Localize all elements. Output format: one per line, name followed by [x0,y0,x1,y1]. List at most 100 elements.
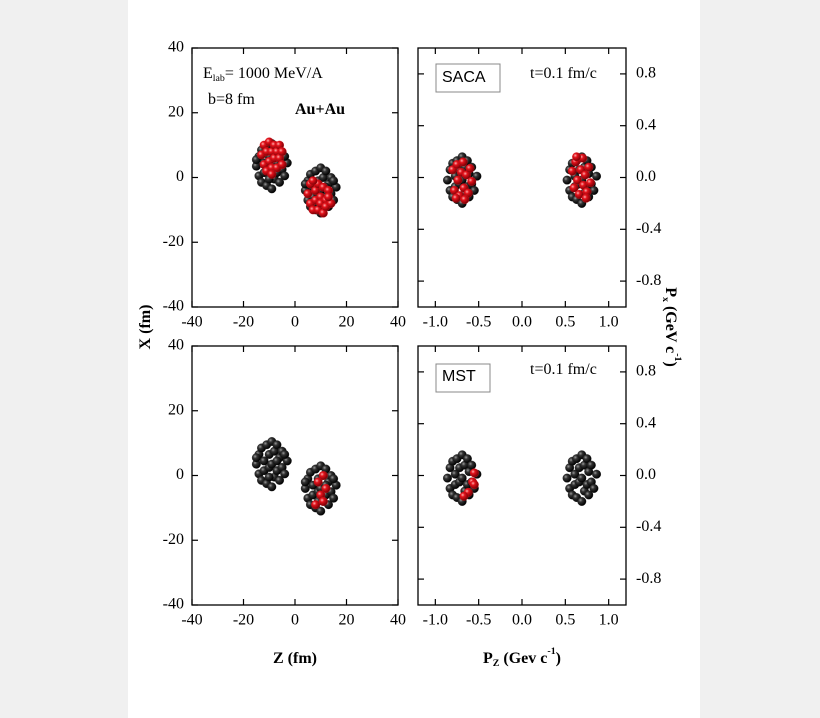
particle [272,456,282,466]
particle [318,496,328,506]
particle [577,496,587,506]
annotation: Au+Au [295,101,345,118]
particle [584,162,594,172]
particle [324,192,333,202]
annotation-part: = 1000 MeV/A [225,65,323,82]
y-axis-label: Px (GeV c-1) [660,287,683,367]
particle [329,176,339,186]
particle [313,477,323,487]
particle [318,471,328,480]
particle [267,169,277,179]
particle [467,176,477,186]
x-tick-label: 20 [339,314,355,331]
plot-frame [191,47,399,308]
particle [457,473,467,483]
y-axis-label-part: X (fm) [137,305,154,350]
particle [562,175,572,185]
x-axis-label-part: ) [556,650,561,667]
particle [251,453,261,463]
x-tick-label: 0 [291,612,299,629]
particle [581,193,591,203]
particle [316,506,326,516]
particle [460,195,470,204]
particle [562,473,572,483]
annotation: MST [442,368,476,385]
x-tick-label: -0.5 [466,314,491,331]
y-tick-label: 0.8 [636,363,656,380]
particle [584,490,594,500]
x-axis-label: PZ (Gev c-1) [483,646,561,669]
particle [277,147,287,157]
annotation: Elab= 1000 MeV/A [203,65,323,85]
particle [586,178,595,188]
x-tick-label: -40 [181,314,202,331]
particle [321,166,331,176]
y-axis-label-part: (GeV c [662,302,679,353]
x-tick-label: -20 [233,612,254,629]
particle [280,450,290,459]
y-tick-label: 0.0 [636,466,656,483]
x-tick-label: 20 [339,612,355,629]
x-tick-label: 0.5 [555,314,575,331]
particle [570,469,580,479]
x-tick-label: 1.0 [599,314,619,331]
particle [300,477,310,487]
particle [592,469,601,479]
particle [586,460,596,470]
x-axis-label-part: Z [493,658,500,669]
particle [443,473,452,483]
x-axis-label-part: -1 [547,646,555,657]
particle [272,440,282,450]
particle [303,189,313,199]
particle [589,484,599,493]
x-tick-label: -1.0 [423,314,448,331]
annotation-part: SACA [442,69,486,86]
y-tick-label: -0.8 [636,272,661,289]
x-tick-label: 0.0 [512,612,532,629]
particle [308,176,318,186]
x-tick-label: -1.0 [423,612,448,629]
y-tick-label: -20 [163,233,184,250]
annotation-part: Au+Au [295,101,345,118]
x-axis-label-part: (Gev c [499,650,547,667]
annotation-part: MST [442,368,476,385]
particle [280,469,290,479]
particle [321,484,331,493]
x-axis-label-part: P [483,650,493,667]
particle [259,456,269,466]
particle [469,468,479,478]
particle [467,460,477,470]
particle [329,493,339,503]
annotation: b=8 fm [208,91,255,108]
particle [567,166,577,176]
particle [580,170,590,180]
particle [267,184,277,194]
particle [569,183,579,193]
particle [577,473,587,483]
y-axis-label-part: -1 [672,353,683,361]
annotation: t=0.1 fm/c [530,361,597,378]
annotation-part: E [203,65,213,82]
particle [311,500,321,510]
particle [462,454,472,464]
y-tick-label: -40 [163,298,184,315]
y-axis-label-part: P [662,287,679,297]
particle [450,469,460,479]
particle [469,480,479,490]
annotation: t=0.1 fm/c [530,65,597,82]
y-tick-label: -40 [163,596,184,613]
y-tick-label: 20 [168,401,184,418]
particle [465,163,475,173]
particle [572,152,582,162]
particle [275,177,285,187]
y-axis-label: X (fm) [137,305,154,350]
y-tick-label: 0.4 [636,116,656,133]
particle [582,454,592,464]
y-tick-label: -0.4 [636,518,661,535]
x-tick-label: 0.0 [512,314,532,331]
x-tick-label: -20 [233,314,254,331]
plot-frame [191,345,399,606]
label-box [435,363,491,393]
y-tick-label: -0.4 [636,220,661,237]
y-tick-label: 0.0 [636,168,656,185]
